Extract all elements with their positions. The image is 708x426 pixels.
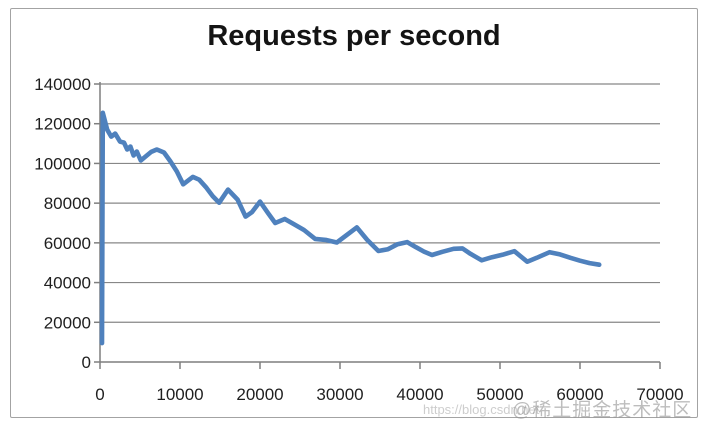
y-tick-label: 40000 [44, 274, 91, 293]
x-tick-label: 10000 [156, 385, 203, 404]
y-tick-label: 100000 [34, 154, 91, 173]
x-tick-label: 60000 [556, 385, 603, 404]
x-tick-label: 30000 [316, 385, 363, 404]
y-tick-label: 120000 [34, 115, 91, 134]
x-tick-label: 20000 [236, 385, 283, 404]
y-tick-label: 20000 [44, 313, 91, 332]
watermark-community: @稀土掘金技术社区 [512, 400, 693, 421]
y-tick-label: 80000 [44, 194, 91, 213]
x-tick-label: 70000 [636, 385, 683, 404]
y-tick-label: 0 [82, 353, 91, 372]
chart-frame [10, 8, 698, 418]
x-tick-label: 40000 [396, 385, 443, 404]
chart-title: Requests per second [207, 20, 501, 52]
y-tick-label: 140000 [34, 75, 91, 94]
series-line [99, 110, 602, 346]
x-tick-label: 0 [95, 385, 104, 404]
y-tick-label: 60000 [44, 234, 91, 253]
watermark-url: https://blog.csdn.net [423, 402, 540, 417]
x-tick-label: 50000 [476, 385, 523, 404]
